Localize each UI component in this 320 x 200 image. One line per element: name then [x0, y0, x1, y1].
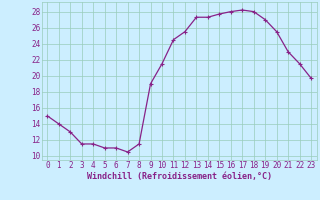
X-axis label: Windchill (Refroidissement éolien,°C): Windchill (Refroidissement éolien,°C)	[87, 172, 272, 181]
